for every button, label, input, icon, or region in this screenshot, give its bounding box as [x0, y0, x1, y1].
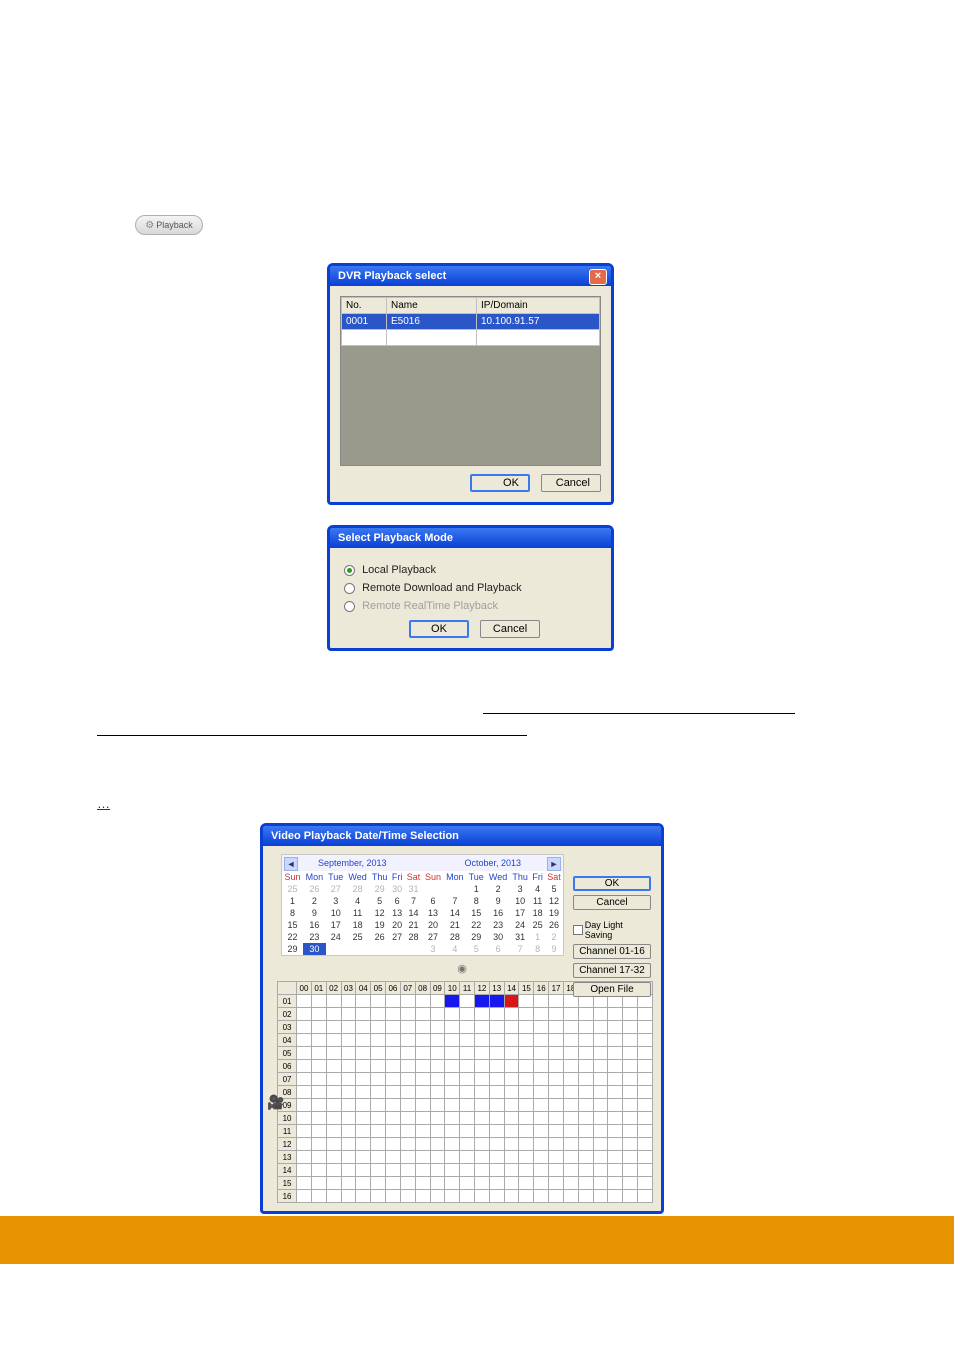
radio-remote-download[interactable]: Remote Download and Playback — [344, 582, 597, 594]
radio-icon — [344, 565, 355, 576]
cancel-button[interactable]: Cancel — [573, 895, 651, 910]
channel-17-32-button[interactable]: Channel 17-32 — [573, 963, 651, 978]
cell-name: E5016 — [387, 314, 477, 330]
col-ip: IP/Domain — [477, 298, 600, 314]
underline-divider — [483, 713, 795, 714]
radio-remote-realtime: Remote RealTime Playback — [344, 600, 597, 612]
cell-ip: 10.100.91.57 — [477, 314, 600, 330]
right-button-column: OK Cancel Day Light Saving Channel 01-16… — [573, 876, 651, 997]
window-title: Video Playback Date/Time Selection — [263, 826, 661, 846]
playback-button[interactable]: ⚙ Playback — [135, 215, 203, 235]
window-title-text: Video Playback Date/Time Selection — [271, 830, 459, 842]
dst-label: Day Light Saving — [585, 920, 651, 940]
table-row[interactable]: 0001 E5016 10.100.91.57 — [342, 314, 600, 330]
radio-icon — [344, 601, 355, 612]
camera-icon: 🎥 — [267, 1094, 284, 1111]
next-month-button[interactable]: ► — [547, 857, 561, 871]
timeline-grid[interactable]: 0001020304050607080910111213141516171819… — [277, 981, 653, 1203]
window-title-text: DVR Playback select — [338, 270, 446, 282]
cancel-button[interactable]: Cancel — [541, 474, 601, 492]
ok-button[interactable]: OK — [409, 620, 469, 638]
ok-button[interactable]: OK — [573, 876, 651, 891]
radio-icon — [344, 583, 355, 594]
close-icon[interactable]: × — [589, 269, 607, 285]
calendar-left: ◄ September, 2013 SunMonTueWedThuFriSat2… — [282, 855, 423, 955]
calendar-title: October, 2013 — [464, 858, 521, 868]
calendar-right: October, 2013 ► SunMonTueWedThuFriSat123… — [423, 855, 564, 955]
calendar-panel: ◄ September, 2013 SunMonTueWedThuFriSat2… — [281, 854, 564, 956]
radio-label: Local Playback — [362, 564, 436, 576]
col-no: No. — [342, 298, 387, 314]
gear-icon: ⚙ — [145, 220, 154, 231]
dvr-table: No. Name IP/Domain 0001 E5016 10.100.91.… — [340, 296, 601, 466]
cancel-button[interactable]: Cancel — [480, 620, 540, 638]
underline-divider — [97, 735, 527, 736]
channel-01-16-button[interactable]: Channel 01-16 — [573, 944, 651, 959]
window-title: Select Playback Mode — [330, 528, 611, 548]
dvr-playback-select-window: DVR Playback select × No. Name IP/Domain… — [327, 263, 614, 505]
dst-checkbox[interactable]: Day Light Saving — [573, 920, 651, 940]
radio-label: Remote RealTime Playback — [362, 600, 498, 612]
calendar-grid[interactable]: SunMonTueWedThuFriSat2526272829303112345… — [282, 871, 423, 955]
calendar-grid[interactable]: SunMonTueWedThuFriSat1234567891011121314… — [423, 871, 564, 955]
ellipsis-link[interactable]: … — [97, 796, 110, 811]
table-row[interactable] — [342, 330, 600, 346]
window-title-text: Select Playback Mode — [338, 532, 453, 544]
prev-month-button[interactable]: ◄ — [284, 857, 298, 871]
ok-button[interactable]: OK — [470, 474, 530, 492]
video-playback-selection-window: Video Playback Date/Time Selection ◄ Sep… — [260, 823, 664, 1214]
footer-bar — [0, 1216, 954, 1264]
cell-no: 0001 — [342, 314, 387, 330]
window-title: DVR Playback select × — [330, 266, 611, 286]
calendar-title: September, 2013 — [318, 858, 387, 868]
checkbox-icon — [573, 925, 583, 935]
select-playback-mode-window: Select Playback Mode Local Playback Remo… — [327, 525, 614, 651]
col-name: Name — [387, 298, 477, 314]
playback-button-label: Playback — [156, 220, 193, 230]
radio-label: Remote Download and Playback — [362, 582, 522, 594]
radio-local-playback[interactable]: Local Playback — [344, 564, 597, 576]
open-file-button[interactable]: Open File — [573, 982, 651, 997]
